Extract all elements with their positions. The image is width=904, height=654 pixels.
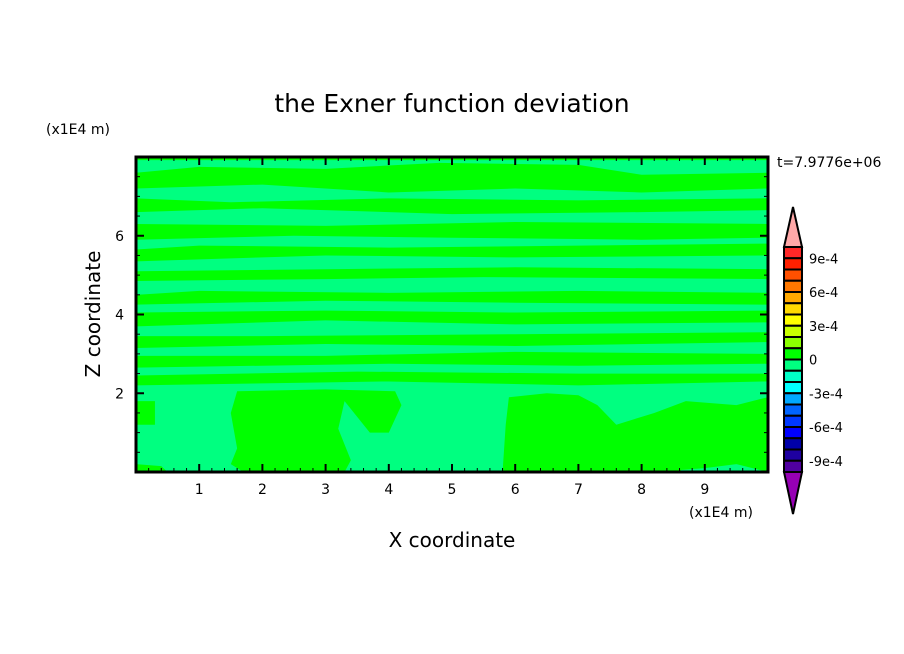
contour-region (654, 418, 768, 472)
colorbar-over-triangle (782, 206, 804, 248)
colorbar-tick-label: 3e-4 (809, 320, 838, 335)
colorbar-tick-label: -3e-4 (809, 387, 843, 402)
contour-region (136, 290, 768, 305)
colorbar-swatch (783, 358, 803, 372)
y-unit-label: (x1E4 m) (46, 122, 110, 138)
colorbar-swatch (783, 279, 803, 293)
x-tick-label: 3 (321, 482, 330, 498)
x-unit-label: (x1E4 m) (689, 505, 753, 521)
axes: 1 2 3 4 5 6 7 8 9 2 4 6 (115, 155, 770, 498)
contour-region (230, 389, 402, 472)
colorbar-swatch (783, 302, 803, 316)
x-tick-label: 6 (511, 482, 520, 498)
colorbar-swatch (783, 257, 803, 271)
x-tick-label: 4 (384, 482, 393, 498)
contour-region (136, 332, 768, 348)
colorbar-swatch (783, 381, 803, 395)
y-tick-label: 2 (115, 386, 124, 402)
colorbar-under-triangle (782, 471, 804, 515)
colorbar-swatch (783, 347, 803, 361)
colorbar-tick-label: 6e-4 (809, 286, 838, 301)
x-tick-label: 1 (195, 482, 204, 498)
contour-region (136, 198, 768, 215)
colorbar-swatch (783, 437, 803, 451)
contour-field (136, 157, 768, 472)
x-tick-label: 9 (700, 482, 709, 498)
y-tick-label: 4 (115, 308, 124, 324)
contour-region (502, 393, 768, 472)
colorbar-swatch (783, 414, 803, 428)
x-tick-label: 5 (448, 482, 457, 498)
colorbar-swatch (783, 369, 803, 383)
contour-region (136, 243, 768, 262)
colorbar-swatch (783, 426, 803, 440)
contour-region (136, 221, 768, 240)
colorbar-tick-label: 9e-4 (809, 252, 838, 267)
colorbar-tick-label: -6e-4 (809, 421, 843, 436)
x-tick-label: 8 (637, 482, 646, 498)
colorbar-tick-label: 0 (809, 354, 817, 369)
colorbar-swatch (783, 459, 803, 473)
contour-region (136, 310, 768, 327)
y-tick-label: 6 (115, 229, 124, 245)
colorbar-swatch (783, 268, 803, 282)
x-tick-label: 2 (258, 482, 267, 498)
colorbar-swatch (783, 291, 803, 305)
contour-region (136, 464, 168, 472)
contour-region (136, 401, 155, 425)
chart-title: the Exner function deviation (274, 89, 629, 118)
contour-region (136, 162, 768, 193)
y-axis-label: Z coordinate (81, 251, 105, 378)
colorbar-swatch (783, 246, 803, 260)
colorbar: 9e-4 6e-4 3e-4 0 -3e-4 -6e-4 -9e-4 (782, 206, 843, 515)
colorbar-swatch (783, 403, 803, 417)
x-tick-label: 7 (574, 482, 583, 498)
colorbar-swatch (783, 324, 803, 338)
contour-region (136, 267, 768, 282)
positive-regions (136, 157, 768, 472)
x-axis-label: X coordinate (389, 528, 516, 552)
time-annotation: t=7.9776e+06 (777, 155, 881, 171)
colorbar-swatch (783, 313, 803, 327)
contour-region (136, 371, 768, 386)
colorbar-tick-label: -9e-4 (809, 455, 843, 470)
contour-region (136, 351, 768, 368)
colorbar-swatch (783, 336, 803, 350)
colorbar-swatch (783, 392, 803, 406)
colorbar-swatch (783, 448, 803, 462)
